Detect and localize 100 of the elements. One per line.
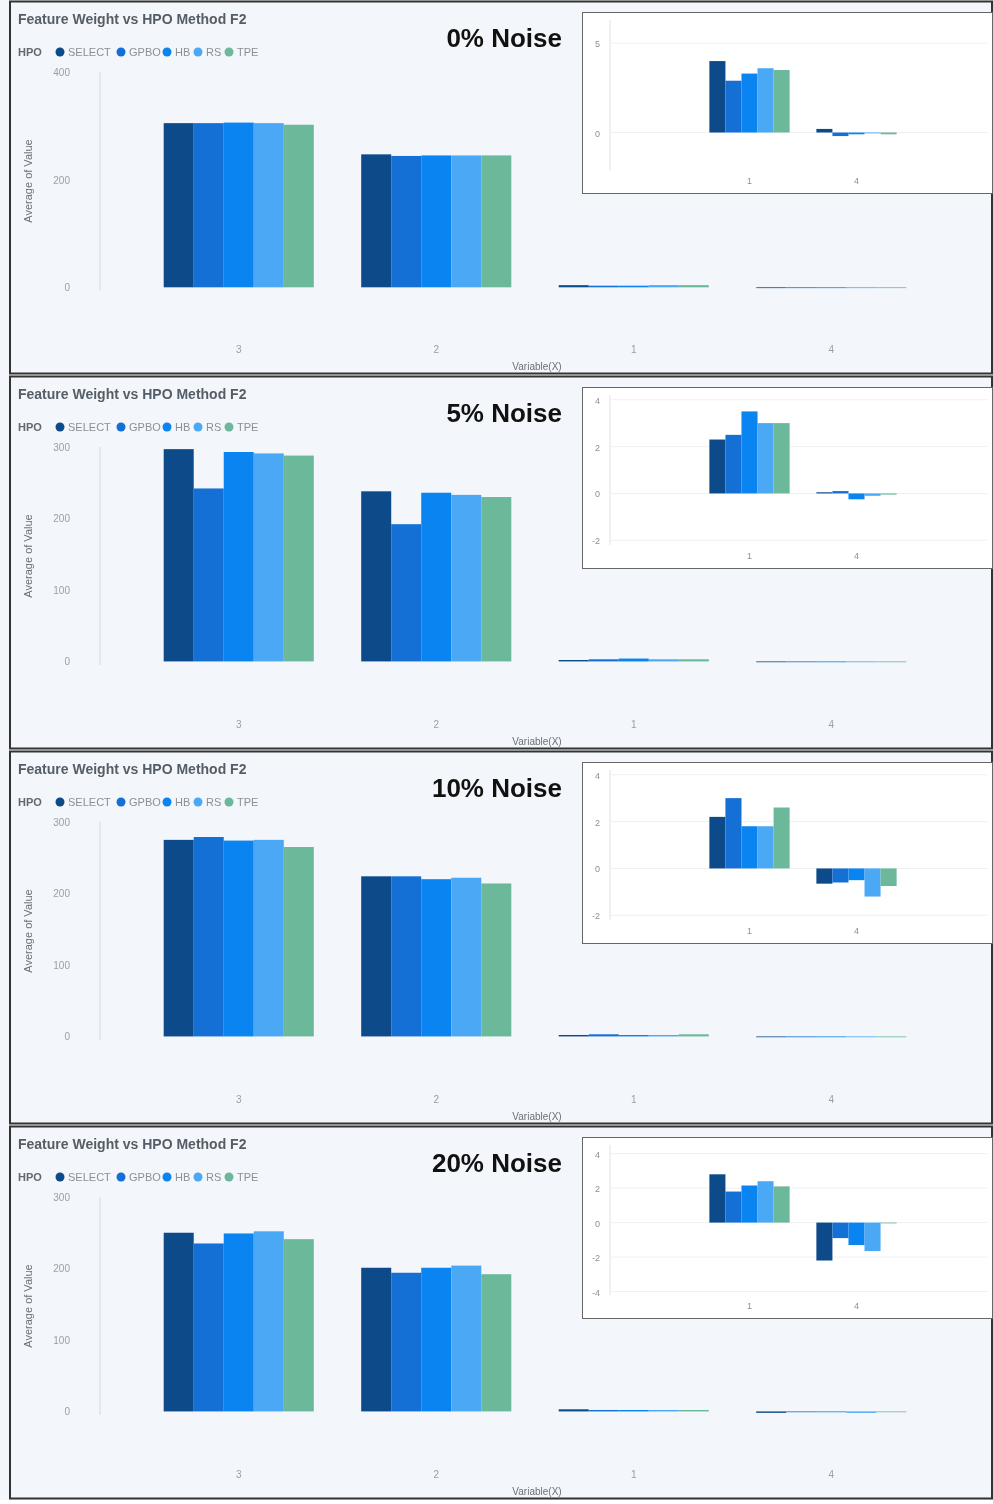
x-tick-label: 2 — [433, 1094, 440, 1105]
bar — [741, 1185, 758, 1223]
bar — [421, 155, 452, 288]
y-tick-label: 2 — [594, 817, 600, 828]
x-tick-label: 3 — [235, 344, 242, 355]
y-tick-label: 100 — [53, 959, 71, 971]
bar — [481, 497, 512, 662]
legend-label: RS — [206, 46, 222, 58]
legend-label: GPBO — [129, 421, 162, 433]
legend-label: HB — [175, 421, 191, 433]
bar — [391, 876, 422, 1037]
bar — [193, 488, 224, 662]
bar — [757, 68, 774, 133]
bar — [451, 494, 482, 662]
y-tick-label: 5 — [594, 39, 600, 50]
bar — [648, 659, 679, 662]
y-tick-label: 0 — [64, 1031, 71, 1043]
x-tick-label: 3 — [235, 1469, 242, 1480]
x-tick-label: 4 — [828, 1469, 835, 1480]
bar — [283, 1239, 314, 1412]
legend-label: TPE — [237, 796, 259, 808]
chart-title: Feature Weight vs HPO Method F2 — [18, 761, 247, 777]
legend-label: HB — [175, 796, 191, 808]
x-tick-label: 3 — [235, 1094, 242, 1105]
bar — [816, 1222, 833, 1261]
bar — [725, 434, 742, 494]
legend-label: RS — [206, 796, 222, 808]
bar — [163, 1232, 194, 1412]
y-tick-label: 300 — [53, 1192, 71, 1203]
y-tick-label: 100 — [53, 1334, 71, 1346]
legend-label: RS — [206, 421, 222, 433]
y-tick-label: 0 — [594, 1218, 600, 1229]
y-axis-title: Average of Value — [22, 139, 34, 223]
chart-title: Feature Weight vs HPO Method F2 — [18, 1136, 247, 1152]
legend-label: TPE — [237, 421, 259, 433]
chart-subtitle: 20% Noise — [431, 1148, 562, 1178]
bar — [709, 61, 726, 133]
legend-label: HB — [175, 46, 191, 58]
bar — [725, 798, 742, 869]
y-tick-label: 200 — [53, 513, 71, 525]
x-tick-label: 4 — [828, 1094, 835, 1105]
bar — [163, 123, 194, 288]
bar — [864, 493, 881, 496]
y-tick-label: 100 — [53, 584, 71, 596]
x-tick-label: 1 — [746, 926, 753, 936]
bar — [391, 155, 422, 288]
bar — [283, 847, 314, 1037]
legend-label: TPE — [237, 46, 259, 58]
y-axis-title: Average of Value — [22, 1264, 34, 1348]
y-tick-label: 0 — [594, 489, 600, 500]
y-tick-label: -2 — [591, 911, 600, 922]
bar — [283, 455, 314, 662]
bar — [193, 1243, 224, 1412]
bar — [757, 1181, 774, 1223]
bar — [481, 155, 512, 288]
bar — [725, 1191, 742, 1223]
bar — [816, 128, 833, 133]
bar — [741, 411, 758, 494]
x-axis-title: Variable(X) — [512, 1111, 562, 1122]
bar — [757, 423, 774, 494]
bar — [848, 868, 865, 881]
y-tick-label: 0 — [64, 656, 71, 668]
bar — [588, 659, 619, 662]
bar — [773, 70, 790, 133]
bar — [391, 1272, 422, 1412]
y-tick-label: -2 — [591, 1253, 600, 1264]
x-axis-title: Variable(X) — [512, 736, 562, 747]
bar — [648, 285, 679, 288]
y-tick-label: 4 — [594, 395, 600, 406]
bar — [481, 883, 512, 1037]
legend-label: RS — [206, 1171, 222, 1183]
y-tick-label: 200 — [53, 1263, 71, 1275]
bar — [253, 453, 284, 662]
legend-label: SELECT — [68, 796, 112, 808]
bar — [361, 154, 392, 288]
legend-label: HB — [175, 1171, 191, 1183]
bar — [421, 1267, 452, 1412]
bar — [725, 80, 742, 133]
bar — [391, 524, 422, 662]
legend-title: HPO — [18, 46, 43, 58]
y-tick-label: 0 — [594, 128, 600, 139]
y-tick-label: 4 — [594, 770, 600, 781]
bar — [864, 1222, 881, 1252]
bar — [163, 449, 194, 662]
bar — [451, 155, 482, 288]
legend-title: HPO — [18, 421, 43, 433]
bar — [848, 1222, 865, 1245]
legend-label: SELECT — [68, 46, 112, 58]
y-axis-title: Average of Value — [22, 514, 34, 598]
x-tick-label: 1 — [630, 719, 637, 730]
bar — [741, 73, 758, 133]
bar — [361, 1267, 392, 1412]
bar — [773, 423, 790, 494]
bar — [773, 807, 790, 869]
bar — [361, 876, 392, 1037]
bar — [451, 877, 482, 1037]
bar — [848, 493, 865, 500]
bar — [253, 123, 284, 288]
x-tick-label: 1 — [746, 1301, 753, 1311]
bar — [709, 1174, 726, 1223]
